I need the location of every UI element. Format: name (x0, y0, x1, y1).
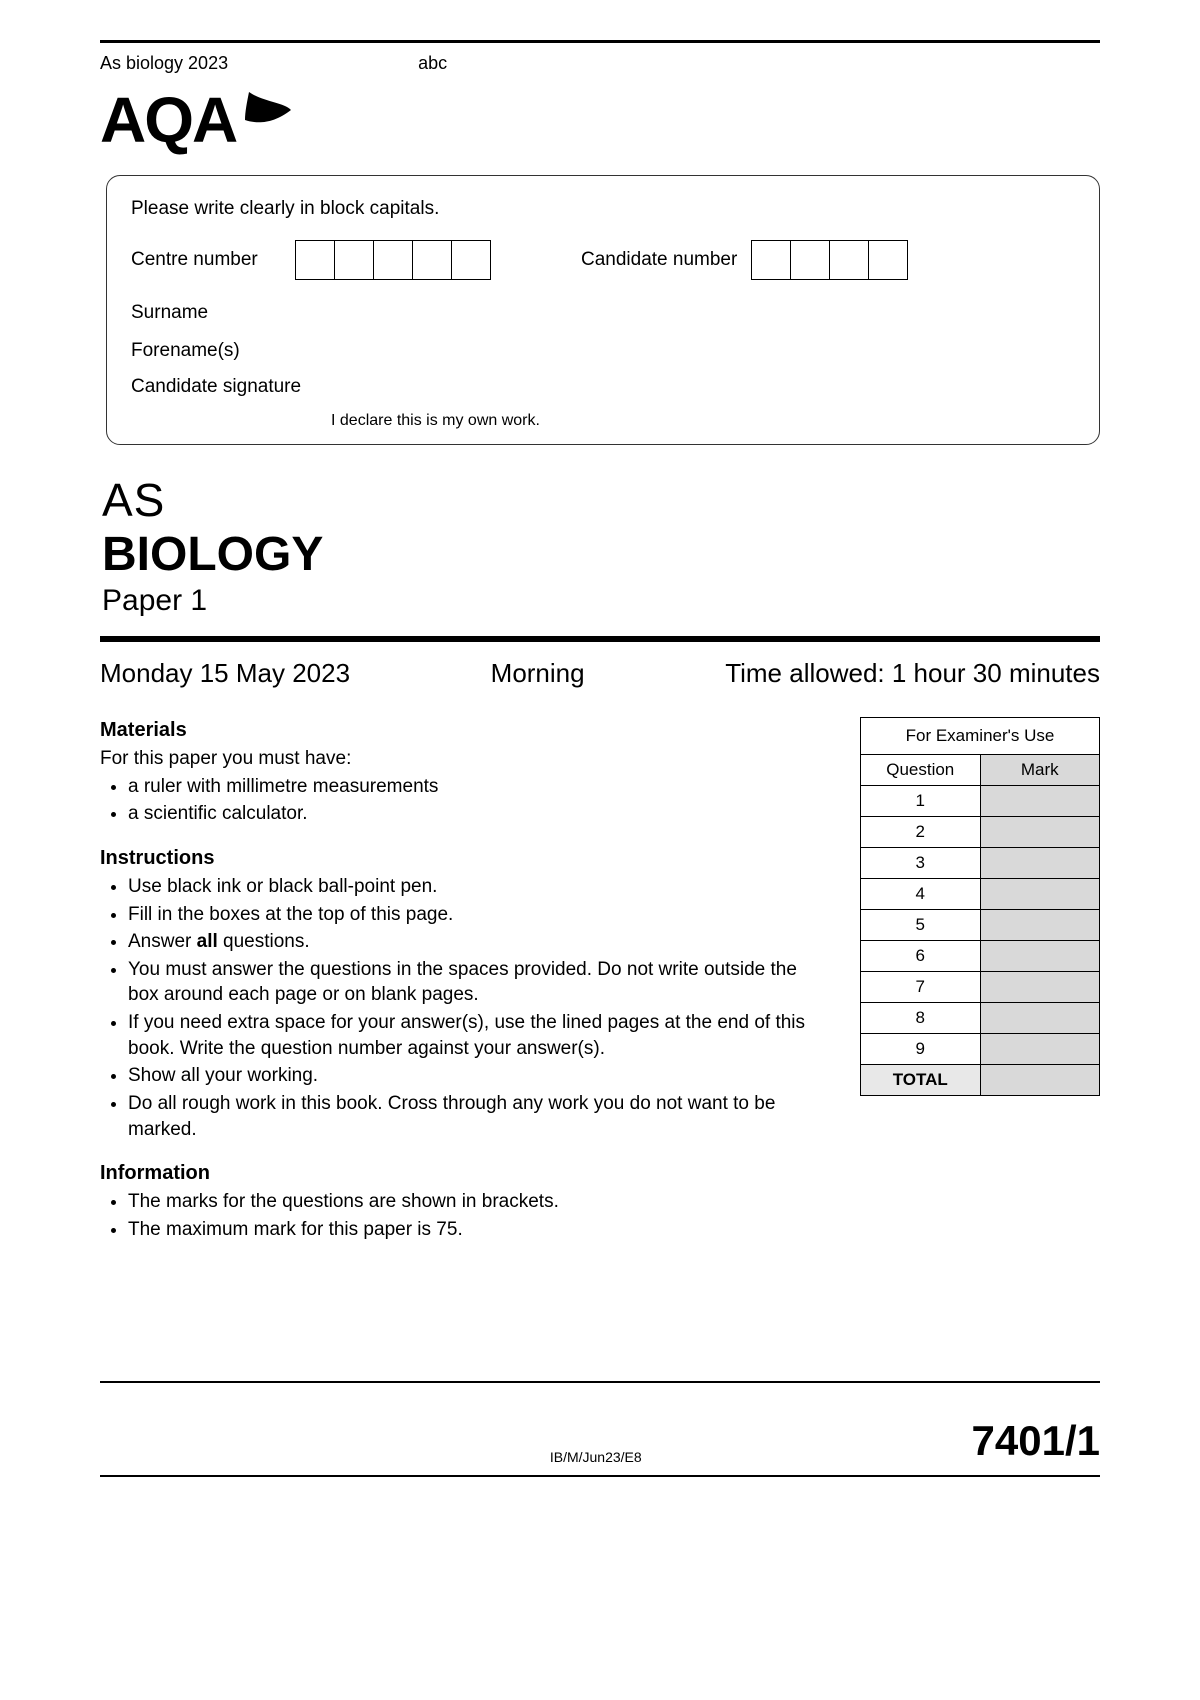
mark-table-col-mark: Mark (980, 755, 1100, 786)
list-item: a ruler with millimetre measurements (128, 774, 830, 800)
table-row: 2 (861, 817, 1100, 848)
mark-cell[interactable] (980, 848, 1100, 879)
logo-swoosh-icon (243, 80, 295, 128)
table-row: 7 (861, 972, 1100, 1003)
list-item: a scientific calculator. (128, 801, 830, 827)
total-label-cell: TOTAL (861, 1065, 981, 1096)
mark-cell[interactable] (980, 817, 1100, 848)
list-item: Answer all questions. (128, 929, 830, 955)
table-row: 4 (861, 879, 1100, 910)
surname-label: Surname (131, 302, 281, 324)
materials-list: a ruler with millimetre measurementsa sc… (100, 774, 830, 827)
question-cell: 1 (861, 786, 981, 817)
thick-rule (100, 636, 1100, 642)
paper-number: Paper 1 (102, 584, 1100, 618)
page-footer: IB/M/Jun23/E8 7401/1 (100, 1417, 1100, 1465)
instructions-heading: Instructions (100, 845, 830, 872)
bottom-rule (100, 1381, 1100, 1383)
table-row-total: TOTAL (861, 1065, 1100, 1096)
meta-mid: abc (418, 53, 447, 73)
question-cell: 4 (861, 879, 981, 910)
question-cell: 2 (861, 817, 981, 848)
question-cell: 5 (861, 910, 981, 941)
materials-heading: Materials (100, 717, 830, 744)
centre-candidate-row: Centre number Candidate number (131, 240, 1075, 280)
question-cell: 6 (861, 941, 981, 972)
footer-reference: IB/M/Jun23/E8 (550, 1449, 642, 1465)
table-row: 9 (861, 1034, 1100, 1065)
list-item: Fill in the boxes at the top of this pag… (128, 902, 830, 928)
mark-table-caption: For Examiner's Use (860, 717, 1100, 754)
signature-row: Candidate signature I declare this is my… (131, 376, 1075, 430)
declaration-text: I declare this is my own work. (331, 412, 731, 430)
mark-cell[interactable] (980, 786, 1100, 817)
exam-session: Morning (491, 658, 585, 689)
mark-table-column: For Examiner's Use Question Mark 1234567… (860, 711, 1100, 1261)
end-rule (100, 1475, 1100, 1477)
list-item: The marks for the questions are shown in… (128, 1189, 830, 1215)
paper-code: 7401/1 (972, 1417, 1100, 1465)
header-meta: As biology 2023 abc (100, 47, 1100, 76)
information-heading: Information (100, 1160, 830, 1187)
mark-cell[interactable] (980, 1003, 1100, 1034)
candidate-number-label: Candidate number (581, 249, 737, 271)
centre-number-cells[interactable] (295, 240, 491, 280)
signature-label: Candidate signature (131, 376, 331, 398)
meta-left: As biology 2023 (100, 53, 228, 73)
question-cell: 9 (861, 1034, 981, 1065)
candidate-details-box: Please write clearly in block capitals. … (106, 175, 1100, 445)
logo-text: AQA (100, 84, 236, 156)
examiner-mark-table: For Examiner's Use Question Mark 1234567… (860, 717, 1100, 1096)
information-list: The marks for the questions are shown in… (100, 1189, 830, 1242)
materials-lead: For this paper you must have: (100, 746, 830, 772)
list-item: You must answer the questions in the spa… (128, 957, 830, 1008)
question-cell: 8 (861, 1003, 981, 1034)
block-capitals-instruction: Please write clearly in block capitals. (131, 198, 1075, 220)
list-item: Show all your working. (128, 1063, 830, 1089)
mark-cell[interactable] (980, 972, 1100, 1003)
exam-date: Monday 15 May 2023 (100, 658, 350, 689)
list-item: If you need extra space for your answer(… (128, 1010, 830, 1061)
subject-title: BIOLOGY (102, 527, 1100, 582)
table-row: 3 (861, 848, 1100, 879)
candidate-number-cells[interactable] (751, 240, 908, 280)
mark-cell[interactable] (980, 941, 1100, 972)
total-mark-cell[interactable] (980, 1065, 1100, 1096)
instructions-list: Use black ink or black ball-point pen.Fi… (100, 874, 830, 1142)
mark-cell[interactable] (980, 1034, 1100, 1065)
paper-title-block: AS BIOLOGY Paper 1 (102, 473, 1100, 618)
exam-time-allowed: Time allowed: 1 hour 30 minutes (725, 658, 1100, 689)
surname-row: Surname (131, 300, 1075, 326)
exam-board-logo: AQA (100, 80, 1100, 157)
centre-number-label: Centre number (131, 249, 281, 271)
list-item: The maximum mark for this paper is 75. (128, 1217, 830, 1243)
exam-date-row: Monday 15 May 2023 Morning Time allowed:… (100, 658, 1100, 689)
table-row: 1 (861, 786, 1100, 817)
instructions-column: Materials For this paper you must have: … (100, 711, 830, 1261)
list-item: Do all rough work in this book. Cross th… (128, 1091, 830, 1142)
table-row: 6 (861, 941, 1100, 972)
table-row: 8 (861, 1003, 1100, 1034)
question-cell: 3 (861, 848, 981, 879)
forename-row: Forename(s) (131, 338, 1075, 364)
question-cell: 7 (861, 972, 981, 1003)
top-rule (100, 40, 1100, 43)
mark-table-col-question: Question (861, 755, 981, 786)
forename-label: Forename(s) (131, 340, 281, 362)
list-item: Use black ink or black ball-point pen. (128, 874, 830, 900)
qualification-level: AS (102, 473, 1100, 527)
mark-cell[interactable] (980, 910, 1100, 941)
table-row: 5 (861, 910, 1100, 941)
instruction-text: Please write clearly in block capitals. (131, 198, 439, 220)
mark-cell[interactable] (980, 879, 1100, 910)
signature-field[interactable] (331, 376, 731, 402)
